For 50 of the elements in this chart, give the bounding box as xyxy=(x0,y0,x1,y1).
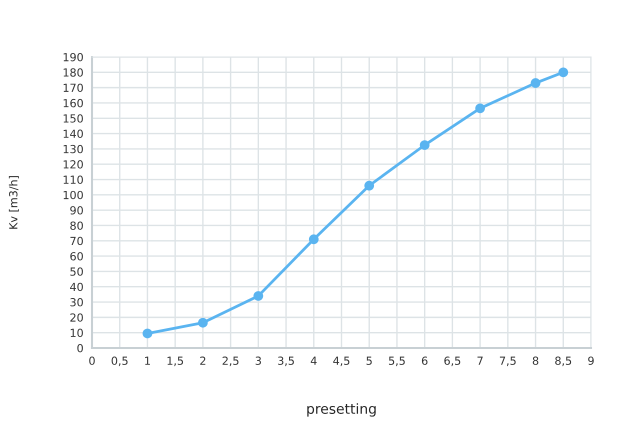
x-tick-label: 2 xyxy=(200,356,206,365)
x-tick-label: 7 xyxy=(477,356,483,365)
y-axis-title: Kv [m3/h] xyxy=(8,176,19,229)
y-tick-label: 0 xyxy=(77,344,83,352)
y-tick-label: 90 xyxy=(70,206,83,215)
x-tick-label: 2,5 xyxy=(222,356,238,366)
x-axis-title: presetting xyxy=(307,403,376,417)
x-tick-label: 3 xyxy=(256,356,261,365)
y-tick-label: 80 xyxy=(70,221,83,230)
y-tick-label: 180 xyxy=(64,68,83,77)
y-tick-label: 140 xyxy=(64,130,83,138)
y-tick-label: 110 xyxy=(64,176,83,184)
x-tick-label: 1 xyxy=(145,356,150,365)
x-tick-label: 8 xyxy=(532,356,538,365)
x-tick-label: 5 xyxy=(366,356,372,365)
x-tick-label: 7,5 xyxy=(500,356,516,366)
point xyxy=(364,180,374,191)
x-tick-label: 8,5 xyxy=(555,356,572,366)
y-tick-label: 10 xyxy=(70,328,83,338)
point xyxy=(475,103,485,114)
x-tick-label: 0,5 xyxy=(112,356,128,366)
point xyxy=(558,67,568,78)
x-tick-label: 0 xyxy=(89,356,95,365)
y-tick-label: 70 xyxy=(70,236,83,246)
y-tick-label: 100 xyxy=(64,190,83,200)
point xyxy=(308,234,319,244)
y-tick-label: 120 xyxy=(64,160,83,169)
y-tick-label: 60 xyxy=(70,252,83,260)
x-tick-label: 4,5 xyxy=(333,356,350,366)
y-tick-label: 170 xyxy=(64,84,83,92)
x-tick-label: 5,5 xyxy=(388,356,405,366)
point xyxy=(420,140,430,150)
y-tick-label: 30 xyxy=(70,298,83,306)
x-tick-label: 6 xyxy=(422,356,428,365)
point xyxy=(142,328,152,338)
point xyxy=(530,78,540,88)
y-tick-label: 50 xyxy=(70,267,83,276)
x-tick-label: 6,5 xyxy=(444,356,460,366)
x-tick-label: 4 xyxy=(310,356,317,365)
x-tick-label: 9 xyxy=(588,356,594,365)
y-tick-label: 160 xyxy=(64,98,83,108)
x-tick-label: 3,5 xyxy=(278,356,294,366)
x-tick-label: 1,5 xyxy=(168,356,184,366)
point xyxy=(253,291,264,301)
y-tick-label: 130 xyxy=(64,144,83,154)
y-tick-label: 20 xyxy=(70,313,83,322)
y-tick-label: 150 xyxy=(64,114,83,123)
y-tick-label: 40 xyxy=(70,282,83,292)
y-tick-label: 190 xyxy=(64,52,83,62)
point xyxy=(198,318,208,328)
